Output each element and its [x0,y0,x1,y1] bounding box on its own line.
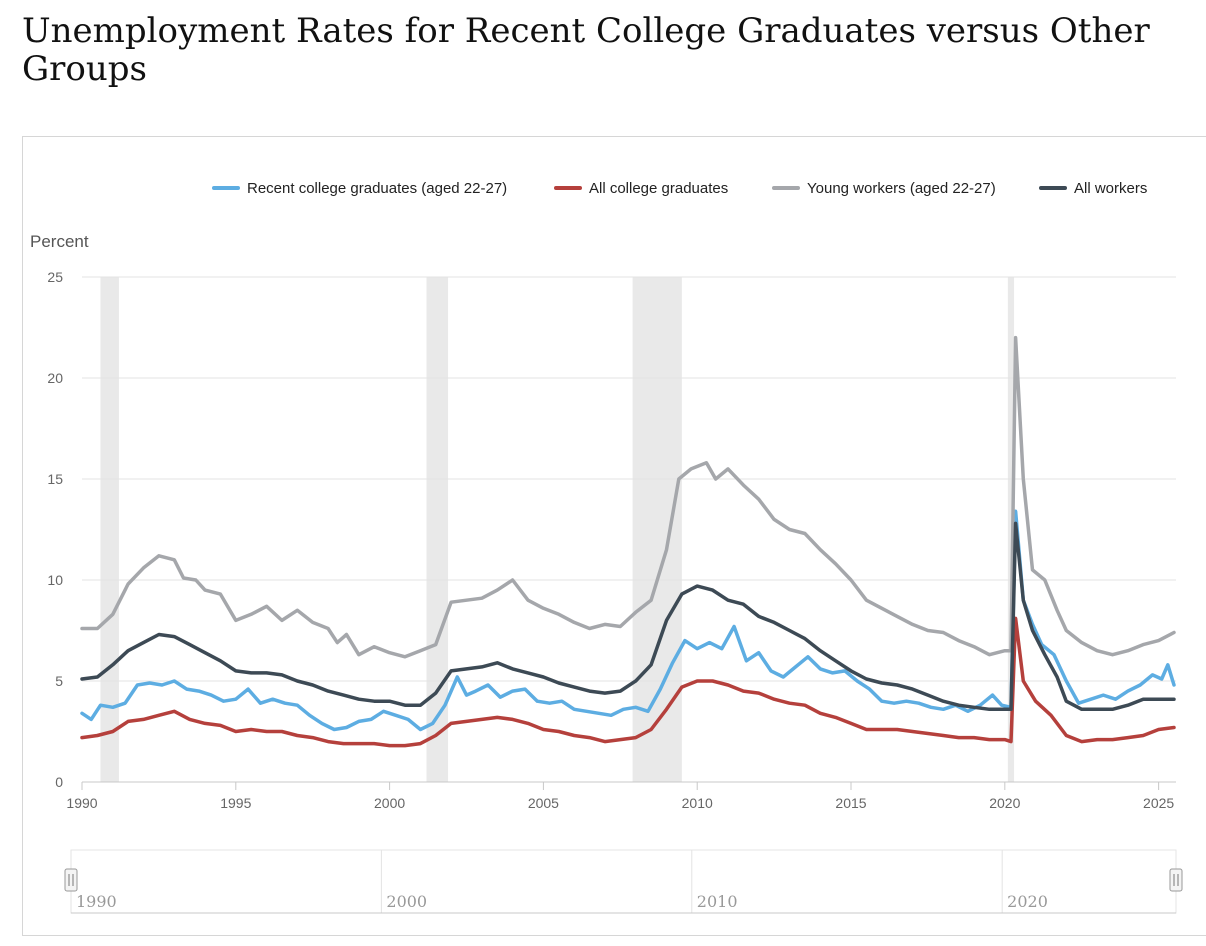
y-axis-label: Percent [30,232,89,251]
y-tick-label: 0 [55,774,63,790]
series-lines[interactable] [80,335,1176,748]
recession-bands [100,277,1015,782]
x-tick-label: 2025 [1143,795,1174,811]
legend-label: Young workers (aged 22-27) [807,180,996,197]
recession-band [1007,277,1015,782]
chart-frame: 0 5 10 15 20 25 1990 1995 2000 2005 2010 2015 2020 2… [22,136,1206,936]
recession-band [100,277,119,782]
series-line[interactable] [80,521,1176,712]
x-tick-label: 2005 [528,795,559,811]
legend-item[interactable]: All workers [1039,180,1147,197]
legend-item[interactable]: Recent college graduates (aged 22-27) [212,180,507,197]
handle-grip[interactable] [64,868,78,892]
navigator-track[interactable] [70,849,1177,914]
y-tick-label: 5 [55,673,63,689]
y-gridlines: 0 5 10 15 20 25 [47,269,1176,790]
recession-band [632,277,682,782]
x-tick-label: 1995 [220,795,251,811]
y-tick-label: 10 [47,572,63,588]
series-line[interactable] [80,616,1176,748]
legend-label: All college graduates [589,180,728,197]
y-tick-label: 15 [47,471,63,487]
handle-grip[interactable] [1169,868,1183,892]
x-tick-label: 1990 [66,795,97,811]
legend-label: All workers [1074,180,1147,197]
legend-item[interactable]: Young workers (aged 22-27) [772,180,996,197]
recession-band [426,277,449,782]
y-tick-label: 20 [47,370,63,386]
navigator-label: 1990 [76,892,117,911]
legend-label: Recent college graduates (aged 22-27) [247,180,507,197]
range-navigator[interactable]: 1990 2000 2010 2020 [64,849,1183,914]
navigator-label: 2020 [1007,892,1048,911]
x-tick-label: 2015 [835,795,866,811]
series-line[interactable] [80,335,1176,659]
navigator-handle-right[interactable] [1169,868,1183,892]
x-tick-label: 2020 [989,795,1020,811]
legend-item[interactable]: All college graduates [554,180,728,197]
page-title: Unemployment Rates for Recent College Gr… [22,11,1150,89]
navigator-label: 2000 [386,892,427,911]
navigator-handle-left[interactable] [64,868,78,892]
x-tick-label: 2000 [374,795,405,811]
legend[interactable]: Recent college graduates (aged 22-27) All… [212,180,1147,197]
y-tick-label: 25 [47,269,63,285]
x-tick-label: 2010 [682,795,713,811]
x-axis: 1990 1995 2000 2005 2010 2015 2020 2025 [66,781,1176,811]
navigator-label: 2010 [697,892,738,911]
